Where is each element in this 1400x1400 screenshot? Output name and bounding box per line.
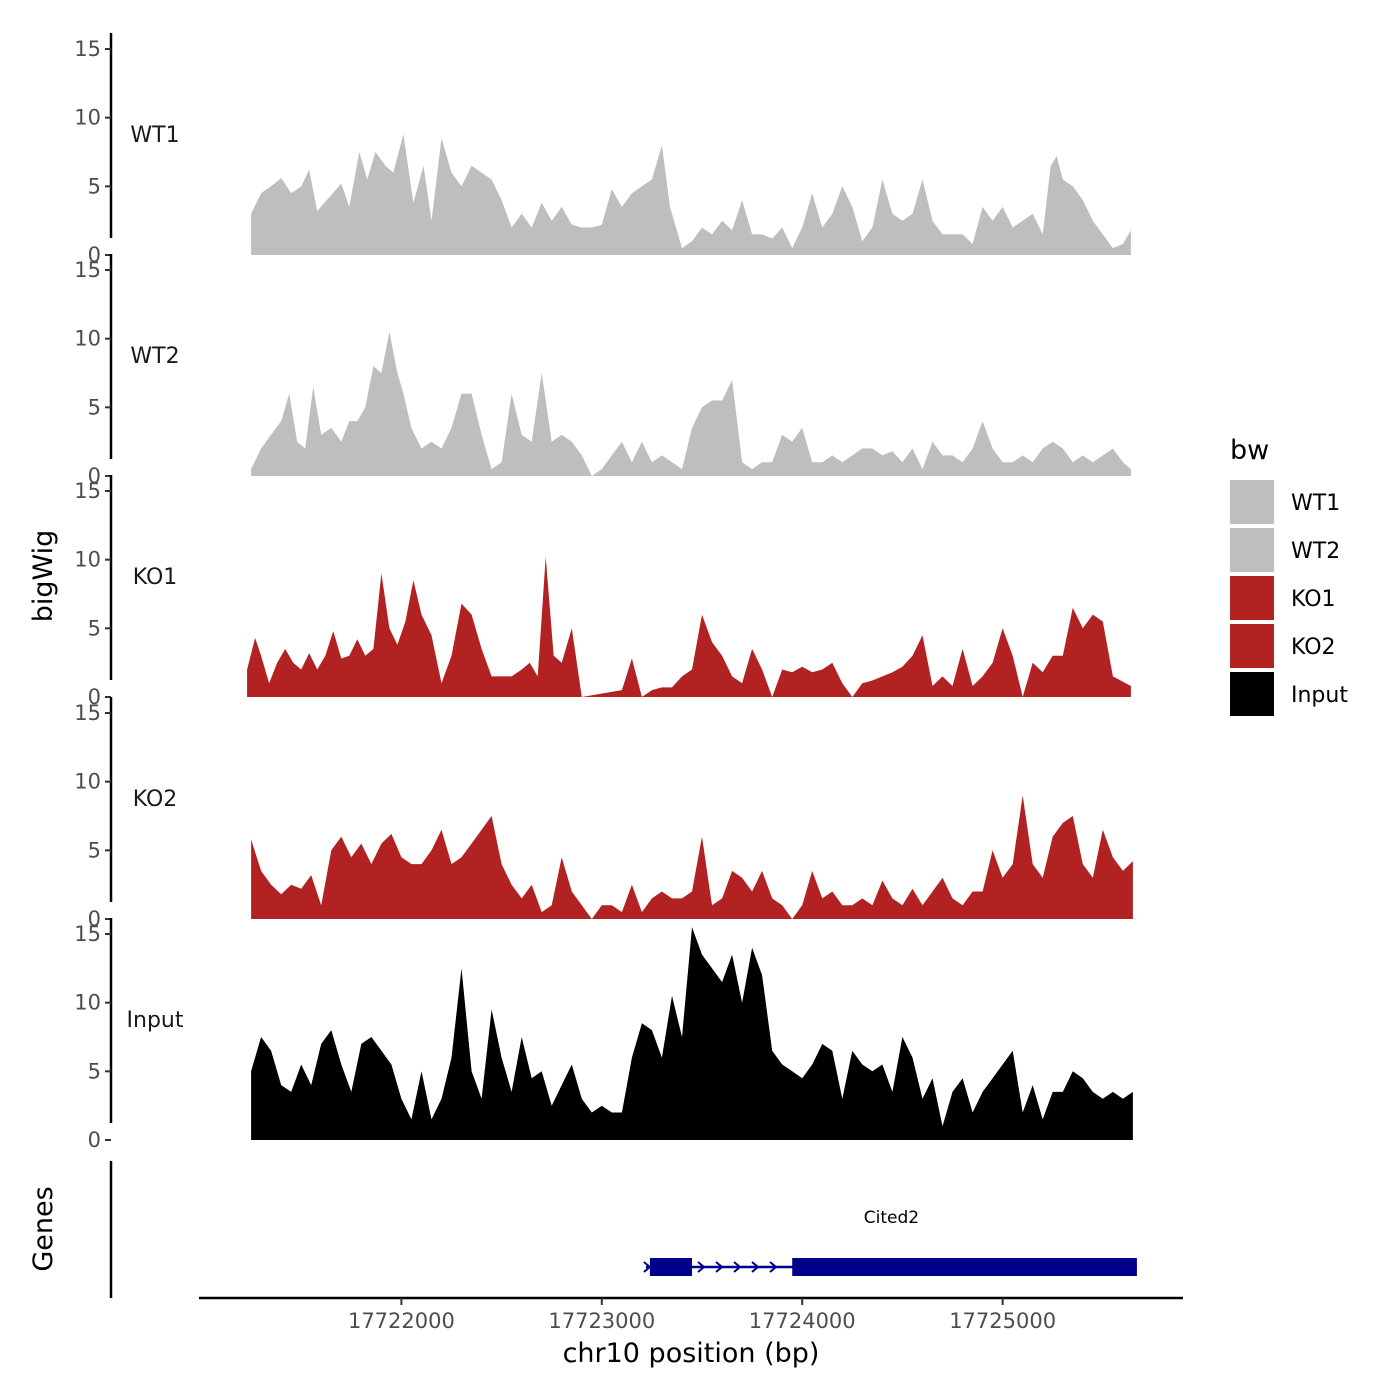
x-ticks: 17722000 17723000 17724000 17725000 bbox=[348, 1298, 1056, 1333]
gene-exon bbox=[649, 1258, 693, 1276]
legend-swatch-ko1 bbox=[1230, 576, 1274, 620]
y-tick-label: 5 bbox=[88, 174, 101, 198]
strand-arrow bbox=[751, 1261, 760, 1273]
x-tick-label: 17722000 bbox=[348, 1309, 455, 1333]
y-tick-label: 0 bbox=[88, 907, 101, 931]
strand-arrow bbox=[697, 1261, 706, 1273]
y-tick-label: 10 bbox=[74, 548, 101, 572]
y-tick-label: 5 bbox=[88, 1059, 101, 1083]
signal-tracks: 0 5 10 15 WT1 0 5 10 15 WT2 0 5 10 15 KO1 0 5 10 15 KO2 0 5 10… bbox=[74, 33, 1133, 1152]
legend-label-ko2: KO2 bbox=[1291, 635, 1336, 660]
signal-area-ko1 bbox=[247, 556, 1131, 697]
track-wt1: 0 5 10 15 WT1 bbox=[74, 33, 1131, 267]
y-tick-label: 5 bbox=[88, 616, 101, 640]
track-ko2: 0 5 10 15 KO2 bbox=[74, 697, 1133, 931]
strand-arrow bbox=[643, 1261, 652, 1273]
track-ko1: 0 5 10 15 KO1 bbox=[74, 475, 1131, 709]
y-tick-label: 0 bbox=[88, 685, 101, 709]
gene-exon bbox=[792, 1258, 1137, 1276]
y-tick-label: 10 bbox=[74, 106, 101, 130]
y-tick-label: 15 bbox=[74, 701, 101, 725]
y-tick-label: 5 bbox=[88, 838, 101, 862]
legend-entries: WT1 WT2 KO1 KO2 Input bbox=[1230, 480, 1348, 716]
y-tick-label: 0 bbox=[88, 464, 101, 488]
y-tick-label: 0 bbox=[88, 1128, 101, 1152]
track-input: 0 5 10 15 Input bbox=[74, 918, 1133, 1152]
legend-label-ko1: KO1 bbox=[1291, 587, 1336, 612]
y-tick-label: 15 bbox=[74, 922, 101, 946]
strand-arrow bbox=[769, 1261, 778, 1273]
legend-swatch-wt2 bbox=[1230, 528, 1274, 572]
legend-label-wt1: WT1 bbox=[1291, 491, 1340, 516]
track-label-wt2: WT2 bbox=[130, 344, 179, 369]
gene-label: Cited2 bbox=[864, 1208, 919, 1228]
legend-title: bw bbox=[1230, 435, 1269, 466]
legend-swatch-ko2 bbox=[1230, 624, 1274, 668]
x-axis-title: chr10 position (bp) bbox=[563, 1338, 820, 1369]
y-tick-label: 10 bbox=[74, 770, 101, 794]
track-label-wt1: WT1 bbox=[130, 123, 179, 148]
track-label-input: Input bbox=[127, 1008, 184, 1033]
y-tick-label: 15 bbox=[74, 479, 101, 503]
y-tick-label: 15 bbox=[74, 37, 101, 61]
signal-area-wt2 bbox=[251, 331, 1131, 476]
x-tick-label: 17724000 bbox=[749, 1309, 856, 1333]
y-tick-label: 10 bbox=[74, 991, 101, 1015]
legend-swatch-wt1 bbox=[1230, 480, 1274, 524]
gene-cited2: Cited2 bbox=[643, 1208, 1137, 1276]
track-label-ko2: KO2 bbox=[133, 787, 178, 812]
track-wt2: 0 5 10 15 WT2 bbox=[74, 254, 1131, 488]
x-tick-label: 17723000 bbox=[548, 1309, 655, 1333]
y-tick-label: 10 bbox=[74, 327, 101, 351]
x-axis: 17722000 17723000 17724000 17725000 chr10 p… bbox=[199, 1296, 1183, 1369]
y-tick-label: 5 bbox=[88, 395, 101, 419]
x-tick-label: 17725000 bbox=[949, 1309, 1056, 1333]
legend-label-wt2: WT2 bbox=[1291, 539, 1340, 564]
y-tick-label: 15 bbox=[74, 258, 101, 282]
track-label-ko1: KO1 bbox=[133, 565, 178, 590]
signal-area-ko2 bbox=[251, 795, 1133, 919]
y-axis-title: bigWig bbox=[28, 530, 59, 623]
legend-label-input: Input bbox=[1291, 683, 1348, 708]
signal-area-wt1 bbox=[251, 134, 1131, 255]
gene-marks: Cited2 bbox=[643, 1208, 1137, 1276]
genes-track-title: Genes bbox=[28, 1186, 59, 1271]
legend-swatch-input bbox=[1230, 672, 1274, 716]
genes-track: Genes Cited2 bbox=[28, 1161, 1137, 1298]
strand-arrow bbox=[733, 1261, 742, 1273]
strand-arrow bbox=[715, 1261, 724, 1273]
signal-area-input bbox=[251, 927, 1133, 1140]
legend: bw WT1 WT2 KO1 KO2 Input bbox=[1230, 435, 1348, 716]
y-tick-label: 0 bbox=[88, 243, 101, 267]
